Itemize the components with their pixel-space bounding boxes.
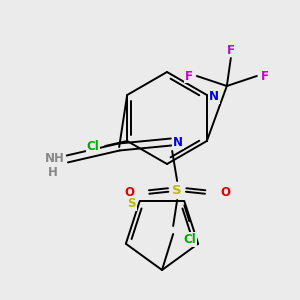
Text: O: O xyxy=(220,185,230,199)
Text: N: N xyxy=(173,136,183,148)
Text: H: H xyxy=(48,167,58,179)
Text: F: F xyxy=(261,70,269,83)
Text: F: F xyxy=(185,70,193,83)
Text: O: O xyxy=(124,185,134,199)
Text: S: S xyxy=(128,197,136,210)
Text: NH: NH xyxy=(45,152,65,166)
Text: N: N xyxy=(209,91,219,103)
Text: F: F xyxy=(227,44,235,56)
Text: Cl: Cl xyxy=(87,140,100,152)
Text: Cl: Cl xyxy=(183,233,196,246)
Text: S: S xyxy=(172,184,182,196)
